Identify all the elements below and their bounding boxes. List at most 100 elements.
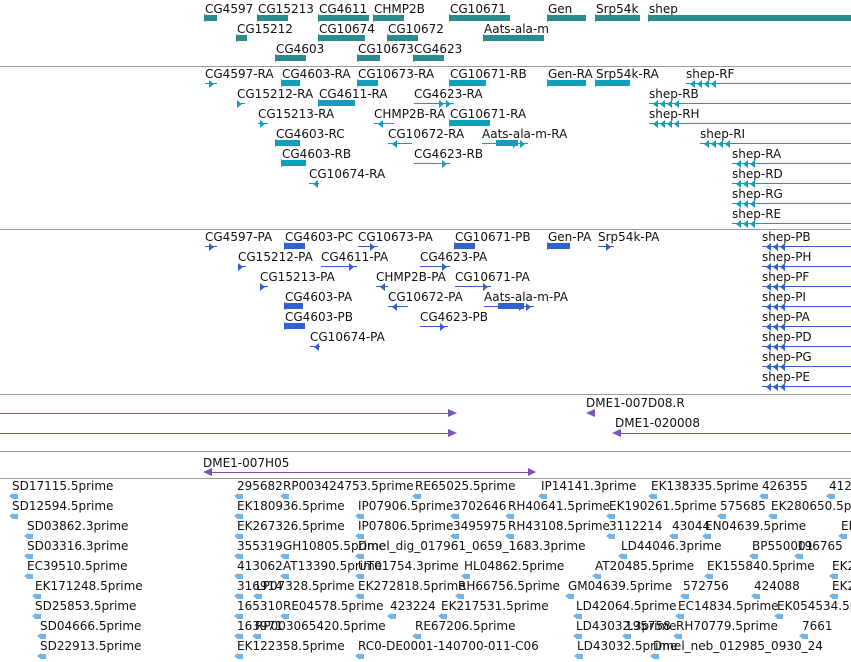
est-label: IP07906.5prime bbox=[358, 499, 454, 513]
feature-line[interactable] bbox=[762, 386, 851, 387]
clone-DME1-007D08.R[interactable]: DME1-007D08.R bbox=[586, 396, 685, 410]
strand-arrow-icon bbox=[675, 613, 679, 619]
feature-bar[interactable] bbox=[285, 323, 305, 329]
est-bar bbox=[27, 554, 33, 559]
est-label: 43044 bbox=[672, 519, 711, 533]
feature-bar[interactable] bbox=[388, 35, 418, 41]
reverse-strand-arrow-icon bbox=[612, 429, 621, 437]
feature-bar[interactable] bbox=[414, 55, 444, 61]
feature-line[interactable] bbox=[649, 103, 851, 104]
feature-line[interactable] bbox=[762, 346, 851, 347]
feature-line[interactable] bbox=[420, 326, 448, 327]
reverse-strand-arrow-icon bbox=[674, 120, 679, 128]
est-label: 575685 bbox=[720, 499, 766, 513]
feature-bar[interactable] bbox=[548, 15, 586, 21]
feature-line[interactable] bbox=[388, 306, 408, 307]
feature-line[interactable] bbox=[762, 306, 851, 307]
feature-line[interactable] bbox=[420, 266, 450, 267]
feature-bar[interactable] bbox=[319, 35, 365, 41]
forward-strand-arrow-icon bbox=[528, 468, 536, 476]
track-separator bbox=[0, 394, 851, 395]
feature-line[interactable] bbox=[732, 223, 851, 224]
feature-bar[interactable] bbox=[358, 55, 380, 61]
feature-line[interactable] bbox=[762, 366, 851, 367]
feature-line[interactable] bbox=[388, 143, 412, 144]
est-bar bbox=[441, 614, 447, 619]
feature-bar[interactable] bbox=[596, 80, 630, 86]
feature-line[interactable] bbox=[732, 163, 851, 164]
reverse-strand-arrow-icon bbox=[667, 120, 672, 128]
feature-bar[interactable] bbox=[649, 15, 851, 21]
reverse-strand-arrow-icon bbox=[766, 283, 771, 291]
feature-line[interactable] bbox=[649, 123, 851, 124]
strand-arrow-icon bbox=[318, 34, 324, 42]
feature-line[interactable] bbox=[455, 286, 491, 287]
feature-bar[interactable] bbox=[450, 80, 486, 86]
feature-label: Aats-ala-m-RA bbox=[482, 127, 568, 141]
feature-line[interactable] bbox=[700, 143, 851, 144]
feature-bar[interactable] bbox=[455, 243, 475, 249]
feature-bar[interactable] bbox=[285, 243, 305, 249]
feature-line[interactable] bbox=[762, 286, 851, 287]
clone-DME1-020008[interactable]: DME1-020008 bbox=[615, 416, 700, 430]
feature-bar[interactable] bbox=[258, 15, 288, 21]
feature-bar[interactable] bbox=[276, 55, 306, 61]
feature-bar[interactable] bbox=[237, 35, 247, 41]
feature-bar[interactable] bbox=[358, 80, 378, 86]
feature-label: CG10671 bbox=[450, 2, 506, 16]
reverse-strand-arrow-icon bbox=[736, 180, 741, 188]
feature-bar[interactable] bbox=[319, 15, 369, 21]
feature-bar[interactable] bbox=[285, 303, 303, 309]
feature-label: CG4611-RA bbox=[319, 87, 388, 101]
strand-arrow-icon bbox=[595, 79, 601, 87]
feature-line[interactable] bbox=[762, 266, 851, 267]
feature-bar[interactable] bbox=[282, 80, 300, 86]
feature-bar[interactable] bbox=[450, 120, 490, 126]
feature-line[interactable] bbox=[762, 326, 851, 327]
feature-line[interactable] bbox=[732, 203, 851, 204]
est-label: 3702646 bbox=[453, 499, 507, 513]
est-bar bbox=[651, 494, 657, 499]
feature-bar[interactable] bbox=[276, 140, 300, 146]
feature-bar[interactable] bbox=[374, 15, 404, 21]
est-bar bbox=[358, 514, 364, 519]
est-label: EC39510.5prime bbox=[27, 559, 128, 573]
feature-bar[interactable] bbox=[205, 15, 217, 21]
reverse-strand-arrow-icon bbox=[773, 323, 778, 331]
feature-bar[interactable] bbox=[319, 100, 355, 106]
clone-alignment-line[interactable] bbox=[0, 413, 452, 414]
feature-bar[interactable] bbox=[496, 140, 518, 146]
est-bar bbox=[771, 514, 777, 519]
feature-bar[interactable] bbox=[484, 35, 544, 41]
clone-alignment-line[interactable] bbox=[0, 433, 452, 434]
est-label: RH66756.5prime bbox=[458, 579, 560, 593]
feature-line[interactable] bbox=[686, 83, 851, 84]
reverse-strand-arrow-icon bbox=[780, 283, 785, 291]
feature-bar[interactable] bbox=[450, 15, 510, 21]
strand-arrow-icon bbox=[32, 593, 36, 599]
feature-line[interactable] bbox=[374, 123, 394, 124]
feature-bar[interactable] bbox=[548, 80, 586, 86]
feature-label: shep-PH bbox=[762, 250, 812, 264]
clone-DME1-007H05[interactable]: DME1-007H05 bbox=[203, 456, 290, 470]
feature-line[interactable] bbox=[762, 246, 851, 247]
feature-bar[interactable] bbox=[596, 15, 640, 21]
feature-bar[interactable] bbox=[282, 160, 306, 166]
feature-line[interactable] bbox=[358, 246, 378, 247]
strand-arrow-icon bbox=[355, 593, 359, 599]
feature-line[interactable] bbox=[321, 266, 357, 267]
feature-line[interactable] bbox=[414, 163, 450, 164]
strand-arrow-icon bbox=[412, 493, 416, 499]
est-label: Dmel_neb_012985_0930_24 bbox=[653, 639, 823, 653]
est-bar bbox=[283, 574, 289, 579]
feature-line[interactable] bbox=[732, 183, 851, 184]
feature-bar[interactable] bbox=[548, 243, 570, 249]
feature-bar[interactable] bbox=[498, 303, 524, 309]
feature-line[interactable] bbox=[414, 103, 454, 104]
forward-strand-arrow-icon bbox=[237, 100, 242, 108]
reverse-strand-arrow-icon bbox=[766, 243, 771, 251]
clone-alignment-line[interactable] bbox=[620, 433, 851, 434]
strand-arrow-icon bbox=[573, 613, 577, 619]
clone-alignment-line[interactable] bbox=[210, 472, 535, 473]
est-label: SD22913.5prime bbox=[40, 639, 142, 653]
